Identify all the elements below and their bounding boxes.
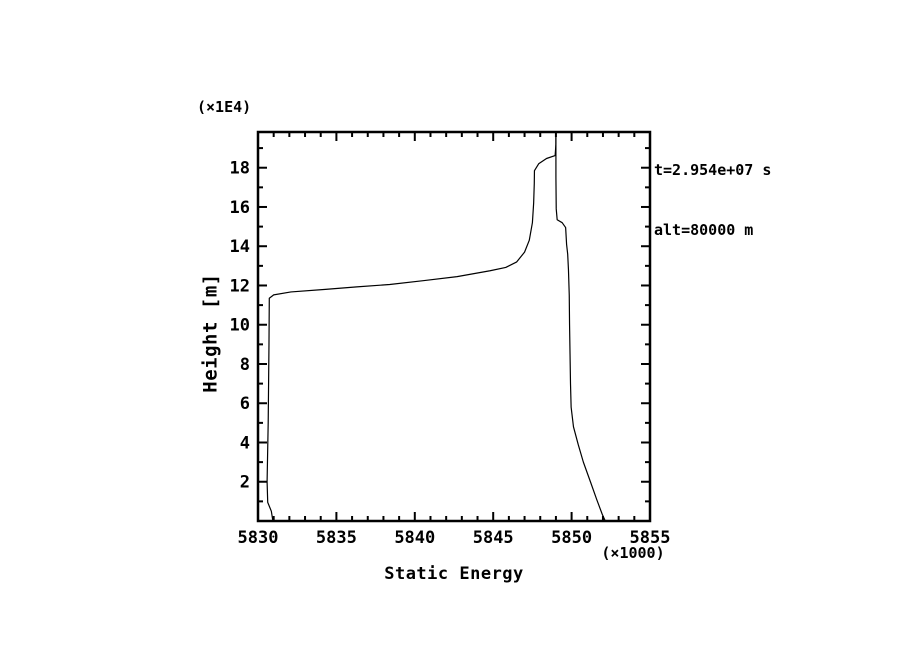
axis-frame — [256, 130, 652, 523]
annotation-time: t=2.954e+07 s — [654, 161, 772, 179]
y-tick-label: 18 — [230, 159, 250, 179]
x-tick-label: 5845 — [473, 528, 514, 548]
y-tick-label: 2 — [240, 473, 250, 493]
curve-profile-lower-branch — [266, 131, 557, 522]
y-axis-multiplier: (×1E4) — [197, 98, 252, 116]
annotation-altitude: alt=80000 m — [654, 221, 754, 239]
y-tick-label: 14 — [230, 237, 250, 257]
y-axis-label: Height [m] — [199, 273, 222, 393]
x-tick-label: 5850 — [551, 528, 592, 548]
y-tick-label: 6 — [240, 394, 250, 414]
y-tick-label: 4 — [240, 433, 250, 453]
x-tick-label: 5855 — [630, 528, 671, 548]
y-tick-label: 12 — [230, 276, 250, 296]
x-axis-label: Static Energy — [384, 564, 524, 584]
annotation-block: t=2.954e+07 s alt=80000 m — [654, 120, 771, 280]
x-axis-multiplier: (×1000) — [601, 544, 665, 562]
y-tick-label: 8 — [240, 355, 250, 375]
tick-marks — [257, 132, 651, 521]
x-tick-label: 5835 — [316, 528, 357, 548]
x-tick-label: 5830 — [238, 528, 279, 548]
curve-profile-upper-branch — [555, 131, 606, 522]
y-tick-label: 10 — [230, 316, 250, 336]
x-tick-labels: 5830 5835 5840 5845 5850 5855 — [238, 528, 671, 548]
y-tick-label: 16 — [230, 198, 250, 218]
x-tick-label: 5840 — [394, 528, 435, 548]
y-tick-labels: 2 4 6 8 10 12 14 16 18 — [230, 159, 250, 493]
